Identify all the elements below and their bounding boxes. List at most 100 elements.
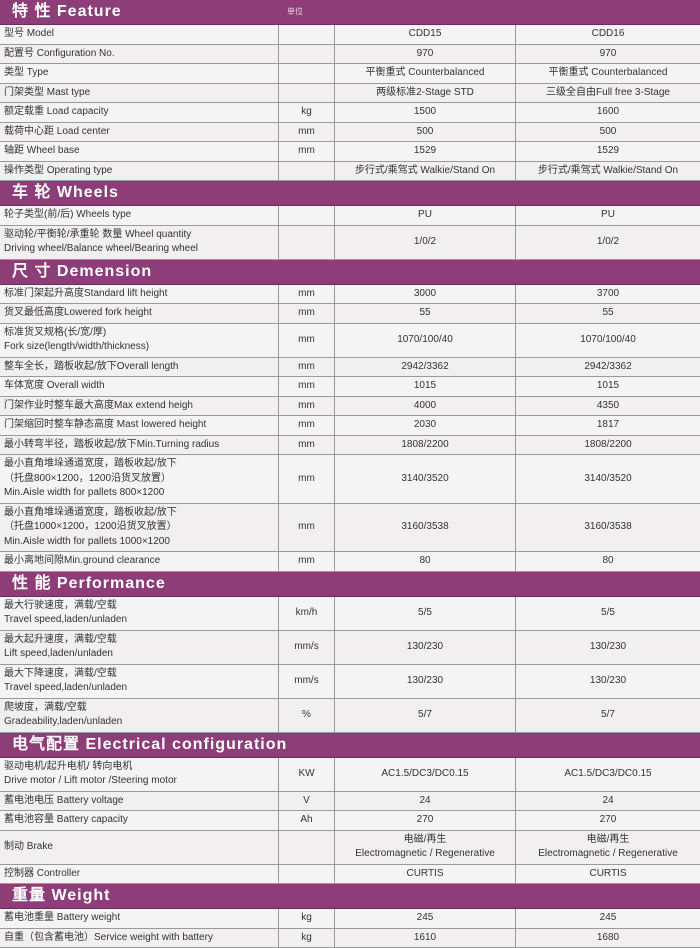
value-line: 电磁/再生 [587, 833, 630, 848]
label-line: 蓄电池容量 Battery capacity [4, 813, 274, 828]
unit-cell: mm [279, 397, 335, 416]
value-cdd15: 3140/3520 [335, 455, 516, 503]
value-cdd15: 24 [335, 792, 516, 811]
label-line: 载荷中心距 Load center [4, 125, 274, 140]
value-cdd16: AC1.5/DC3/DC0.15 [516, 758, 700, 791]
value-cdd15: 3160/3538 [335, 504, 516, 552]
value-line: 970 [600, 47, 617, 62]
unit-text: mm [298, 554, 315, 569]
section-header: 性 能 Performance [0, 572, 700, 597]
value-line: AC1.5/DC3/DC0.15 [564, 767, 651, 782]
value-line: 2942/3362 [584, 360, 631, 375]
spec-label: 最小离地间隙Min.ground clearance [0, 552, 279, 571]
value-cdd16: 1600 [516, 103, 700, 122]
unit-text: mm/s [294, 674, 318, 689]
value-cdd15: 970 [335, 45, 516, 64]
value-line: 1500 [414, 105, 436, 120]
value-line: 步行式/乘驾式 Walkie/Stand On [355, 164, 495, 179]
value-cdd16: 500 [516, 123, 700, 142]
label-line: Min.Aisle width for pallets 800×1200 [4, 486, 274, 501]
value-line: 245 [417, 911, 434, 926]
spec-label: 最小直角堆垛通道宽度，踏板收起/放下（托盘800×1200，1200沿货叉放置）… [0, 455, 279, 503]
spec-label: 标准门架起升高度Standard lift height [0, 285, 279, 304]
value-line: 电磁/再生 [404, 833, 447, 848]
value-line: CDD16 [592, 27, 625, 42]
spec-label: 车体宽度 Overall width [0, 377, 279, 396]
label-line: 货叉最低高度Lowered fork height [4, 306, 274, 321]
spec-label: 型号 Model [0, 25, 279, 44]
value-cdd15: 80 [335, 552, 516, 571]
value-line: PU [418, 208, 432, 223]
value-line: 5/7 [418, 708, 432, 723]
value-cdd16: 130/230 [516, 631, 700, 664]
value-line: Electromagnetic / Regenerative [538, 847, 678, 862]
unit-cell [279, 206, 335, 225]
unit-cell: KW [279, 758, 335, 791]
label-line: Driving wheel/Balance wheel/Bearing whee… [4, 242, 274, 257]
value-line: 2942/3362 [401, 360, 448, 375]
value-line: 1529 [414, 144, 436, 159]
unit-cell: mm [279, 358, 335, 377]
value-cdd16: 1/0/2 [516, 226, 700, 259]
label-line: Travel speed,laden/unladen [4, 613, 274, 628]
value-cdd16: 1808/2200 [516, 436, 700, 455]
value-line: 1808/2200 [401, 438, 448, 453]
spec-label: 操作类型 Operating type [0, 162, 279, 181]
label-line: 蓄电池电压 Battery voltage [4, 794, 274, 809]
unit-text: mm [298, 399, 315, 414]
value-cdd15: 55 [335, 304, 516, 323]
value-cdd15: AC1.5/DC3/DC0.15 [335, 758, 516, 791]
unit-cell: kg [279, 929, 335, 948]
section-title: 电气配置 Electrical configuration [12, 736, 287, 753]
value-cdd15: 1610 [335, 929, 516, 948]
value-cdd15: 步行式/乘驾式 Walkie/Stand On [335, 162, 516, 181]
spec-label: 整车全长，踏板收起/放下Overall length [0, 358, 279, 377]
unit-text: mm [298, 520, 315, 535]
section-title: 车 轮 Wheels [12, 184, 119, 201]
unit-cell [279, 64, 335, 83]
value-line: 130/230 [590, 674, 626, 689]
spec-label: 最小直角堆垛通道宽度，踏板收起/放下（托盘1000×1200，1200沿货叉放置… [0, 504, 279, 552]
label-line: 制动 Brake [4, 840, 274, 855]
value-line: 1610 [414, 931, 436, 946]
spec-label: 标准货叉规格(长/宽/厚)Fork size(length/width/thic… [0, 324, 279, 357]
value-line: 1680 [597, 931, 619, 946]
unit-cell: mm [279, 142, 335, 161]
unit-text: mm [298, 472, 315, 487]
label-line: 类型 Type [4, 66, 274, 81]
value-cdd15: 1529 [335, 142, 516, 161]
spec-label: 蓄电池容量 Battery capacity [0, 811, 279, 830]
unit-cell [279, 84, 335, 103]
value-cdd15: 两级标准2-Stage STD [335, 84, 516, 103]
label-line: 额定载重 Load capacity [4, 105, 274, 120]
value-cdd16: 970 [516, 45, 700, 64]
spec-label: 载荷中心距 Load center [0, 123, 279, 142]
value-line: CDD15 [409, 27, 442, 42]
value-cdd15: 1015 [335, 377, 516, 396]
unit-cell: mm [279, 436, 335, 455]
value-line: 245 [600, 911, 617, 926]
label-line: 轴距 Wheel base [4, 144, 274, 159]
value-cdd16: 3700 [516, 285, 700, 304]
unit-cell: kg [279, 103, 335, 122]
value-cdd16: 4350 [516, 397, 700, 416]
value-line: 24 [602, 794, 613, 809]
unit-text: mm [298, 438, 315, 453]
value-line: 平衡重式 Counterbalanced [366, 66, 485, 81]
value-line: 130/230 [590, 640, 626, 655]
value-line: 1/0/2 [597, 235, 619, 250]
